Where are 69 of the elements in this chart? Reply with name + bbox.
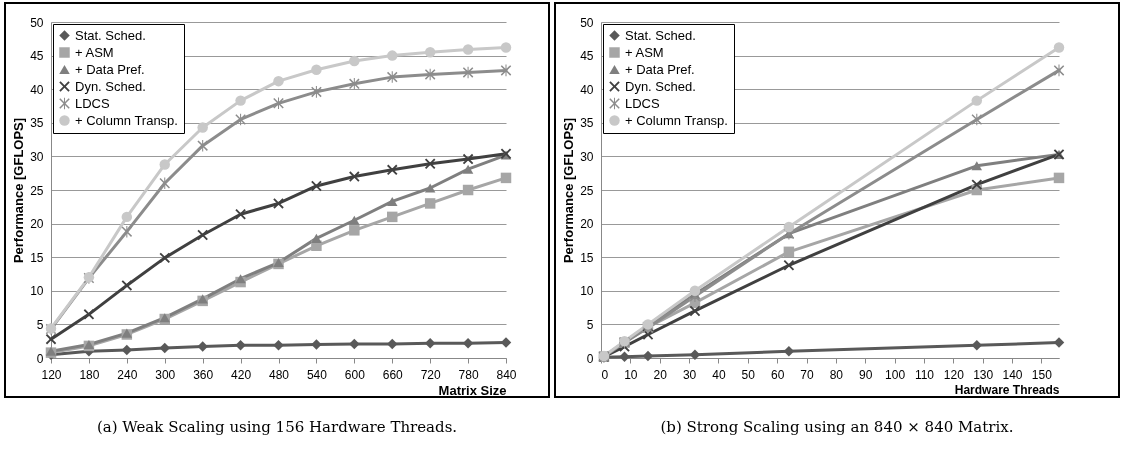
x-tick-label: 30 bbox=[682, 367, 697, 382]
legend-label: + Data Pref. bbox=[75, 61, 145, 77]
y-axis-title: Performance [GFLOPS] bbox=[561, 117, 577, 264]
x-tick-label: 90 bbox=[859, 367, 873, 382]
y-tick-label: 35 bbox=[580, 116, 594, 131]
x-tick-label: 540 bbox=[306, 367, 328, 382]
y-tick-label: 25 bbox=[580, 183, 594, 198]
y-axis-title: Performance [GFLOPS] bbox=[11, 117, 27, 264]
x-tick-label: 70 bbox=[800, 367, 815, 382]
y-tick-label: 25 bbox=[30, 183, 44, 198]
text: (b) Strong Scaling using an 840 × 840 Matrix. bbox=[659, 418, 1015, 436]
legend-label: Dyn. Sched. bbox=[625, 78, 696, 94]
x-tick-label: 130 bbox=[973, 367, 994, 382]
y-tick-label: 40 bbox=[30, 82, 44, 97]
x-tick-label: 80 bbox=[829, 367, 844, 382]
y-tick-label: 20 bbox=[30, 217, 44, 232]
legend-label: + Data Pref. bbox=[625, 61, 695, 77]
legend-label: + Column Transp. bbox=[625, 112, 728, 128]
x-tick-label: 420 bbox=[231, 367, 252, 382]
x-tick-label: 40 bbox=[712, 367, 726, 382]
x-tick-label: 660 bbox=[382, 367, 404, 382]
y-tick-label: 20 bbox=[580, 217, 594, 232]
x-axis-title: Hardware Threads bbox=[954, 382, 1060, 397]
legend-label: Stat. Sched. bbox=[75, 27, 146, 43]
y-tick-label: 10 bbox=[580, 284, 594, 299]
x-tick-label: 60 bbox=[770, 367, 785, 382]
x-tick-label: 780 bbox=[458, 367, 479, 382]
x-tick-label: 480 bbox=[268, 367, 290, 382]
x-tick-label: 20 bbox=[653, 367, 668, 382]
x-tick-label: 100 bbox=[885, 367, 906, 382]
x-tick-label: 0 bbox=[601, 367, 609, 382]
y-tick-label: 40 bbox=[580, 82, 594, 97]
y-tick-label: 45 bbox=[30, 49, 44, 64]
x-tick-label: 720 bbox=[420, 367, 441, 382]
legend-label: + Column Transp. bbox=[75, 112, 178, 128]
legend-label: Stat. Sched. bbox=[625, 27, 696, 43]
x-tick-label: 180 bbox=[79, 367, 100, 382]
x-tick-label: 240 bbox=[117, 367, 138, 382]
x-tick-label: 50 bbox=[741, 367, 756, 382]
x-axis-title: Matrix Size bbox=[438, 382, 507, 398]
legend-label: Dyn. Sched. bbox=[75, 78, 146, 94]
x-tick-label: 120 bbox=[41, 367, 62, 382]
x-tick-label: 110 bbox=[914, 367, 935, 382]
x-tick-label: 840 bbox=[496, 367, 517, 382]
y-tick-label: 30 bbox=[30, 149, 44, 164]
y-tick-label: 10 bbox=[30, 284, 44, 299]
x-tick-label: 140 bbox=[1002, 367, 1023, 382]
legend-label: LDCS bbox=[75, 95, 111, 111]
y-tick-label: 0 bbox=[36, 351, 44, 366]
legend-label: + ASM bbox=[625, 44, 664, 60]
text: (a) Weak Scaling using 156 Hardware Threads. bbox=[95, 418, 459, 436]
y-tick-label: 15 bbox=[580, 250, 594, 265]
y-tick-label: 50 bbox=[580, 15, 594, 30]
legend-label: LDCS bbox=[625, 95, 661, 111]
legend-label: + ASM bbox=[75, 44, 114, 60]
y-tick-label: 5 bbox=[586, 317, 594, 332]
x-tick-label: 600 bbox=[344, 367, 366, 382]
y-tick-label: 30 bbox=[580, 149, 594, 164]
x-tick-label: 300 bbox=[155, 367, 176, 382]
x-tick-label: 360 bbox=[193, 367, 214, 382]
y-tick-label: 5 bbox=[36, 317, 44, 332]
y-tick-label: 45 bbox=[580, 49, 594, 64]
x-tick-label: 120 bbox=[943, 367, 965, 382]
x-tick-label: 150 bbox=[1031, 367, 1053, 382]
y-tick-label: 15 bbox=[30, 250, 44, 265]
x-tick-label: 10 bbox=[624, 367, 638, 382]
y-tick-label: 50 bbox=[30, 15, 44, 30]
y-tick-label: 35 bbox=[30, 116, 44, 131]
y-tick-label: 0 bbox=[586, 351, 594, 366]
